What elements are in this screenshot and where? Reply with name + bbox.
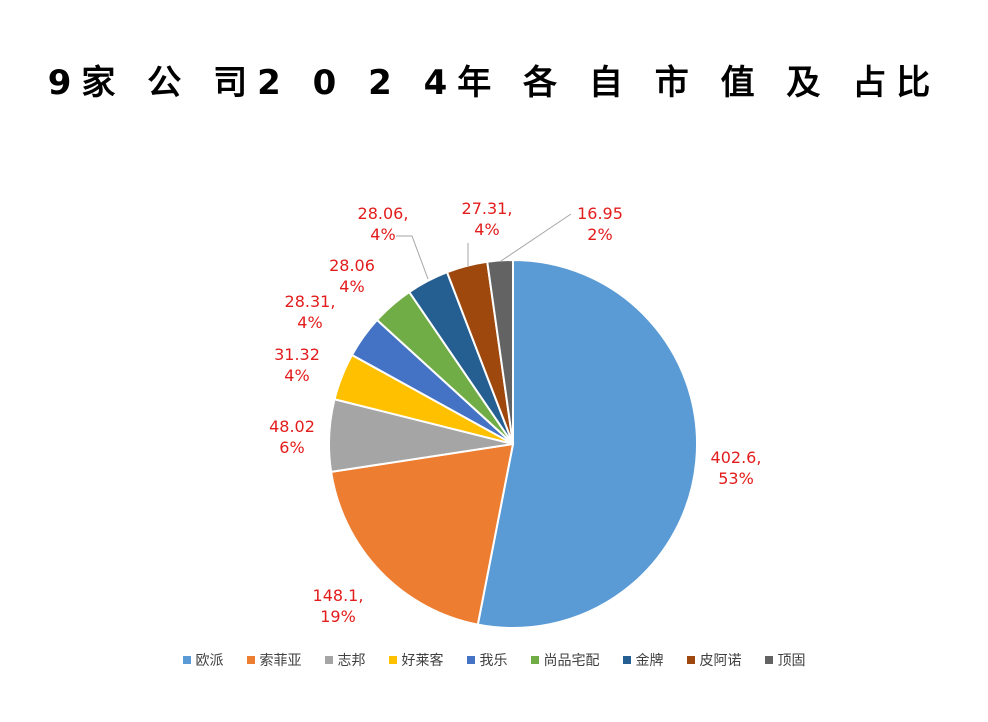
legend-item-9: 顶固 [764,650,806,670]
legend-swatch [246,656,255,664]
data-label-1: 402.6, 53% [711,448,762,488]
legend-swatch [764,656,773,664]
data-label-2: 148.1, 19% [313,586,364,626]
legend-swatch [466,656,475,664]
leader-line-7 [396,235,429,280]
leader-lines [396,213,572,280]
legend-item-7: 金牌 [622,650,664,670]
legend-label: 索菲亚 [259,653,302,669]
data-label-8: 27.31, 4% [462,199,513,239]
data-label-3: 48.02 6% [269,417,315,457]
legend-label: 皮阿诺 [699,653,742,669]
legend-swatch [182,656,191,664]
legend-label: 尚品宅配 [543,653,600,669]
pie-slices [328,258,699,629]
pie-slice-1 [476,258,699,629]
data-label-6: 28.06 4% [329,256,375,296]
legend-label: 志邦 [337,653,366,669]
data-label-5: 28.31, 4% [285,292,336,332]
leader-line-9 [500,213,572,262]
legend-item-3: 志邦 [324,650,366,670]
legend-swatch [388,656,397,664]
legend-label: 金牌 [635,653,664,669]
data-label-9: 16.95 2% [577,204,623,244]
legend-item-1: 欧派 [182,650,224,670]
legend-swatch [530,656,539,664]
pie-slice-2 [329,442,515,626]
legend-label: 顶固 [777,653,806,669]
legend-swatch [324,656,333,664]
legend-item-4: 好莱客 [388,650,444,670]
legend-item-5: 我乐 [466,650,508,670]
pie-slice-9 [486,258,514,445]
legend-swatch [622,656,631,664]
legend-label: 好莱客 [401,653,444,669]
legend-item-8: 皮阿诺 [686,650,742,670]
data-label-4: 31.32 4% [274,345,320,385]
legend-item-2: 索菲亚 [246,650,302,670]
legend-swatch [686,656,695,664]
data-labels: 402.6, 53% 148.1, 19% 48.02 6% 31.32 4% 28.31, 4%… [269,199,761,626]
legend: 欧派 索菲亚 志邦 好莱客 我乐 尚品宅配 金牌 皮阿诺 顶固 [0,650,988,670]
chart-title: 9家 公 司2 0 2 4年 各 自 市 值 及 占比 [47,63,941,103]
data-label-7: 28.06, 4% [358,204,409,244]
legend-label: 我乐 [479,653,508,669]
legend-item-6: 尚品宅配 [530,650,600,670]
legend-label: 欧派 [195,653,224,669]
